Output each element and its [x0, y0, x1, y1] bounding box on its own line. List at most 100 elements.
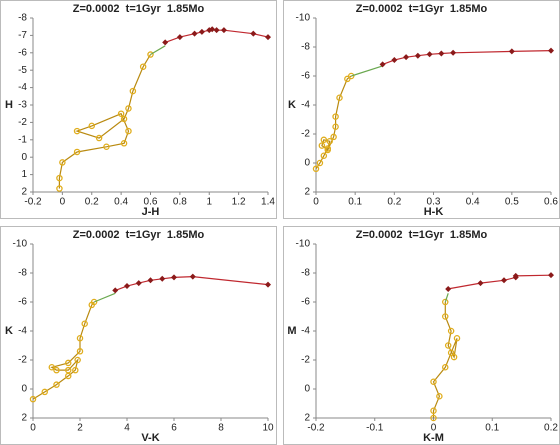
x-tick-label: 10 [262, 423, 274, 434]
point [332, 113, 339, 120]
y-axis-label: H [5, 99, 13, 111]
series-line [93, 292, 116, 303]
y-tick-label: -10 [296, 239, 311, 250]
point [120, 115, 128, 123]
y-tick-label: 0 [304, 384, 310, 395]
series-line [150, 45, 166, 56]
y-tick-label: -6 [18, 297, 27, 308]
point [56, 185, 63, 192]
point [56, 174, 63, 182]
y-tick-label: -2 [18, 117, 27, 128]
point [430, 407, 437, 414]
point [430, 378, 437, 385]
point [265, 34, 271, 41]
point [76, 348, 84, 355]
point [312, 165, 320, 173]
x-tick-label: 0.4 [114, 197, 128, 208]
point [320, 136, 328, 144]
x-tick-label: 0.6 [544, 197, 558, 208]
point [447, 349, 455, 356]
point [318, 142, 326, 149]
point [135, 280, 142, 287]
y-tick-label: 2 [21, 413, 27, 424]
y-tick-label: 2 [304, 413, 310, 424]
point [65, 366, 72, 374]
chart-panel: Z=0.0002 t=1Gyr 1.85MoKV-K20-2-4-6-8-100… [0, 226, 277, 445]
point [176, 34, 183, 41]
y-tick-label: -8 [301, 268, 310, 279]
point [326, 137, 333, 145]
y-tick-label: 2 [21, 187, 27, 198]
x-tick-label: 0.5 [505, 197, 519, 208]
x-tick-label: 0.2 [85, 197, 99, 208]
x-tick-label: -0.1 [366, 423, 384, 434]
chart-title: Z=0.0002 t=1Gyr 1.85Mo [73, 229, 205, 241]
point [76, 334, 84, 342]
x-tick-label: 0.4 [466, 197, 480, 208]
x-tick-label: 0 [30, 423, 36, 434]
y-tick-label: -8 [301, 42, 310, 53]
point [189, 273, 196, 280]
point [441, 313, 449, 320]
y-tick-label: -2 [18, 355, 27, 366]
y-axis-label: K [288, 99, 296, 111]
y-tick-label: 0 [21, 384, 27, 395]
y-tick-label: -8 [18, 268, 27, 279]
point [441, 298, 449, 306]
point [379, 61, 386, 68]
point [320, 152, 328, 159]
point [125, 105, 132, 112]
chart-panel: Z=0.0002 t=1Gyr 1.85MoKH-K20-2-4-6-8-100… [283, 0, 560, 219]
point [336, 94, 343, 102]
point [129, 87, 137, 95]
x-axis-label: V-K [141, 432, 159, 444]
x-tick-label: 1.4 [261, 197, 275, 208]
point [501, 277, 507, 284]
y-tick-label: -1 [18, 134, 27, 145]
panel-border [0, 226, 277, 445]
panel-border [283, 226, 560, 445]
point [347, 72, 355, 80]
point [88, 122, 96, 130]
y-tick-label: -2 [301, 129, 310, 140]
point [447, 327, 455, 335]
point [450, 49, 457, 56]
x-tick-label: 0.3 [427, 197, 441, 208]
point [426, 51, 433, 58]
y-tick-label: -4 [301, 326, 310, 337]
point [450, 353, 458, 361]
y-tick-label: -7 [18, 30, 27, 41]
point [453, 334, 461, 342]
point [103, 143, 110, 151]
point [41, 388, 49, 396]
y-tick-label: -4 [18, 326, 27, 337]
x-axis-label: K-M [423, 432, 444, 444]
point [444, 342, 452, 349]
y-tick-label: 0 [21, 152, 27, 163]
point [117, 110, 125, 117]
x-tick-label: 0 [313, 197, 319, 208]
series-line [32, 301, 95, 400]
point [324, 146, 331, 154]
point [548, 47, 554, 54]
point [250, 30, 257, 37]
point [438, 50, 445, 57]
x-tick-label: 0.6 [144, 197, 158, 208]
point [209, 26, 216, 33]
point [73, 127, 81, 135]
x-tick-label: 0.1 [485, 423, 499, 434]
x-tick-label: 1.2 [232, 197, 246, 208]
point [147, 51, 154, 58]
x-tick-label: 1 [206, 197, 212, 208]
point [191, 30, 198, 37]
point [147, 277, 154, 284]
y-tick-label: -6 [301, 71, 310, 82]
y-tick-label: -2 [301, 355, 310, 366]
y-tick-label: -4 [18, 82, 27, 93]
point [265, 281, 271, 288]
x-tick-label: -0.2 [307, 423, 325, 434]
point [441, 363, 449, 371]
chart-panel: Z=0.0002 t=1Gyr 1.85Mo M K-M 2 0 -2 -4 -6 -8 -10 -… [283, 226, 560, 445]
y-tick-label: -10 [13, 239, 28, 250]
